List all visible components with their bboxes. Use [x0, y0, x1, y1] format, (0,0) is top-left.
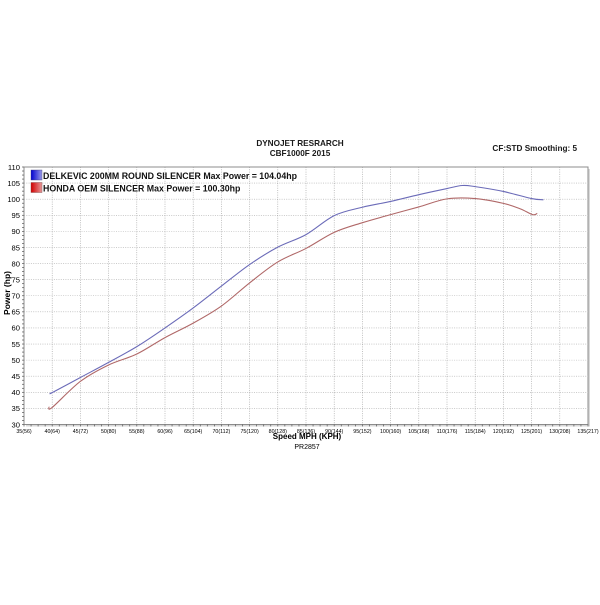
svg-text:55: 55: [12, 340, 20, 349]
svg-text:DYNOJET RESRARCH: DYNOJET RESRARCH: [256, 139, 343, 148]
svg-text:75: 75: [12, 275, 20, 284]
svg-text:70: 70: [12, 292, 20, 301]
svg-text:35: 35: [12, 404, 20, 413]
svg-text:100(160): 100(160): [380, 429, 401, 435]
svg-text:105: 105: [7, 179, 20, 188]
svg-text:55(88): 55(88): [129, 429, 145, 435]
svg-text:CF:STD Smoothing: 5: CF:STD Smoothing: 5: [492, 144, 577, 153]
svg-text:35(56): 35(56): [16, 429, 32, 435]
svg-text:50: 50: [12, 356, 20, 365]
svg-text:60(96): 60(96): [157, 429, 173, 435]
svg-text:45: 45: [12, 372, 20, 381]
svg-text:110: 110: [8, 163, 20, 172]
svg-text:130(208): 130(208): [549, 429, 570, 435]
svg-text:105(168): 105(168): [408, 429, 429, 435]
svg-text:125(201): 125(201): [521, 429, 542, 435]
svg-text:40(64): 40(64): [45, 429, 61, 435]
svg-text:75(120): 75(120): [240, 429, 258, 435]
svg-text:30: 30: [12, 420, 20, 429]
svg-text:115(184): 115(184): [465, 429, 486, 435]
svg-text:90: 90: [12, 227, 20, 236]
svg-text:CBF1000F 2015: CBF1000F 2015: [270, 149, 331, 158]
svg-text:60: 60: [12, 324, 20, 333]
svg-text:120(192): 120(192): [493, 429, 514, 435]
svg-text:50(80): 50(80): [101, 429, 117, 435]
svg-text:45(72): 45(72): [73, 429, 89, 435]
svg-text:95(152): 95(152): [353, 429, 371, 435]
svg-text:Speed MPH (KPH): Speed MPH (KPH): [273, 432, 342, 441]
svg-text:65(104): 65(104): [184, 429, 202, 435]
svg-text:135(217): 135(217): [577, 429, 598, 435]
svg-text:40: 40: [12, 388, 20, 397]
svg-text:95: 95: [12, 211, 20, 220]
svg-text:65: 65: [12, 308, 20, 317]
svg-text:DELKEVIC 200MM ROUND SILENCER: DELKEVIC 200MM ROUND SILENCER Max Power …: [43, 171, 298, 181]
svg-text:Power (hp): Power (hp): [2, 271, 12, 315]
svg-text:HONDA OEM SILENCER Max Power =: HONDA OEM SILENCER Max Power = 100.30hp: [43, 184, 241, 194]
svg-text:100: 100: [7, 195, 20, 204]
svg-text:PR2857: PR2857: [294, 444, 319, 451]
svg-text:80: 80: [12, 259, 20, 268]
svg-text:70(112): 70(112): [212, 429, 230, 435]
svg-text:85: 85: [12, 243, 20, 252]
svg-text:110(176): 110(176): [437, 429, 458, 435]
